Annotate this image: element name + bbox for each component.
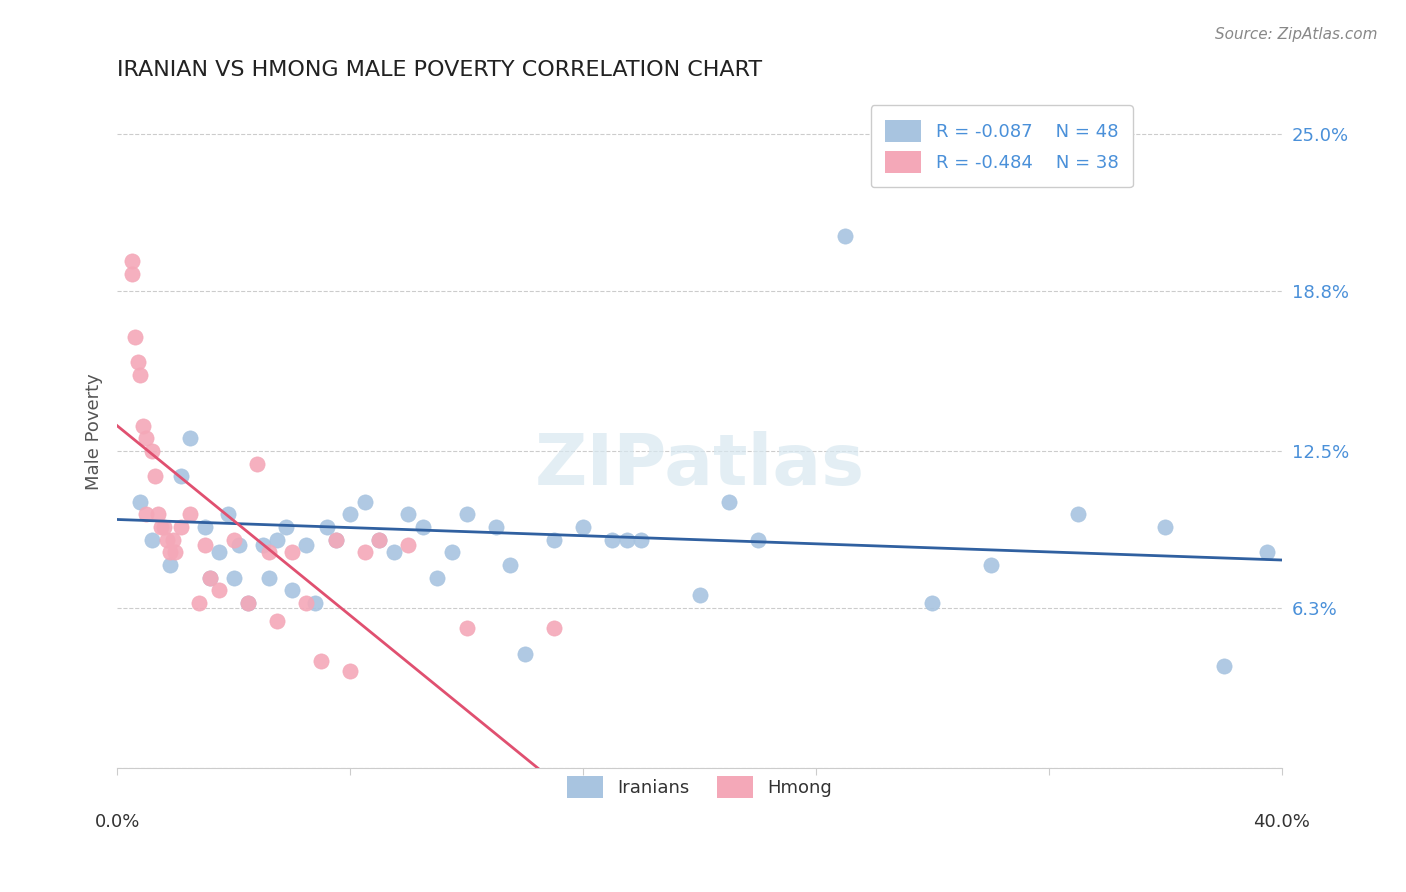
- Point: [426, 571, 449, 585]
- Point: [238, 596, 260, 610]
- Point: [200, 571, 222, 585]
- Point: [616, 533, 638, 547]
- Point: [127, 355, 149, 369]
- Point: [170, 520, 193, 534]
- Point: [295, 538, 318, 552]
- Point: [325, 533, 347, 547]
- Point: [187, 596, 209, 610]
- Point: [257, 571, 280, 585]
- Point: [1154, 520, 1177, 534]
- Point: [179, 432, 201, 446]
- Point: [980, 558, 1002, 573]
- Point: [689, 589, 711, 603]
- Point: [162, 533, 184, 547]
- Point: [252, 538, 274, 552]
- Point: [353, 495, 375, 509]
- Point: [600, 533, 623, 547]
- Point: [124, 330, 146, 344]
- Point: [159, 558, 181, 573]
- Point: [132, 418, 155, 433]
- Point: [717, 495, 740, 509]
- Point: [456, 508, 478, 522]
- Point: [456, 622, 478, 636]
- Text: Source: ZipAtlas.com: Source: ZipAtlas.com: [1215, 27, 1378, 42]
- Point: [412, 520, 434, 534]
- Point: [121, 254, 143, 268]
- Y-axis label: Male Poverty: Male Poverty: [86, 374, 103, 491]
- Point: [238, 596, 260, 610]
- Point: [179, 508, 201, 522]
- Point: [228, 538, 250, 552]
- Point: [141, 533, 163, 547]
- Point: [499, 558, 522, 573]
- Point: [141, 444, 163, 458]
- Point: [129, 368, 152, 383]
- Point: [325, 533, 347, 547]
- Point: [222, 533, 245, 547]
- Point: [257, 545, 280, 559]
- Point: [543, 622, 565, 636]
- Legend: Iranians, Hmong: Iranians, Hmong: [560, 769, 839, 805]
- Point: [309, 654, 332, 668]
- Point: [368, 533, 391, 547]
- Point: [921, 596, 943, 610]
- Point: [339, 665, 361, 679]
- Point: [295, 596, 318, 610]
- Point: [747, 533, 769, 547]
- Point: [135, 508, 157, 522]
- Point: [630, 533, 652, 547]
- Point: [396, 538, 419, 552]
- Point: [159, 545, 181, 559]
- Point: [834, 228, 856, 243]
- Point: [121, 267, 143, 281]
- Point: [170, 469, 193, 483]
- Text: 0.0%: 0.0%: [94, 814, 139, 831]
- Point: [485, 520, 508, 534]
- Point: [315, 520, 337, 534]
- Point: [543, 533, 565, 547]
- Point: [281, 583, 304, 598]
- Point: [274, 520, 297, 534]
- Point: [200, 571, 222, 585]
- Point: [149, 520, 172, 534]
- Point: [1067, 508, 1090, 522]
- Point: [339, 508, 361, 522]
- Point: [572, 520, 595, 534]
- Point: [217, 508, 239, 522]
- Point: [193, 520, 215, 534]
- Point: [222, 571, 245, 585]
- Point: [208, 583, 231, 598]
- Point: [129, 495, 152, 509]
- Point: [193, 538, 215, 552]
- Text: ZIPatlas: ZIPatlas: [534, 431, 865, 500]
- Point: [152, 520, 174, 534]
- Point: [368, 533, 391, 547]
- Text: 40.0%: 40.0%: [1253, 814, 1310, 831]
- Point: [281, 545, 304, 559]
- Point: [440, 545, 463, 559]
- Point: [353, 545, 375, 559]
- Point: [513, 647, 536, 661]
- Point: [246, 457, 269, 471]
- Point: [266, 533, 288, 547]
- Point: [143, 469, 166, 483]
- Point: [304, 596, 326, 610]
- Point: [1212, 659, 1234, 673]
- Point: [266, 614, 288, 628]
- Point: [165, 545, 187, 559]
- Point: [135, 432, 157, 446]
- Point: [396, 508, 419, 522]
- Point: [382, 545, 405, 559]
- Text: IRANIAN VS HMONG MALE POVERTY CORRELATION CHART: IRANIAN VS HMONG MALE POVERTY CORRELATIO…: [117, 60, 762, 79]
- Point: [156, 533, 179, 547]
- Point: [146, 508, 169, 522]
- Point: [1256, 545, 1278, 559]
- Point: [208, 545, 231, 559]
